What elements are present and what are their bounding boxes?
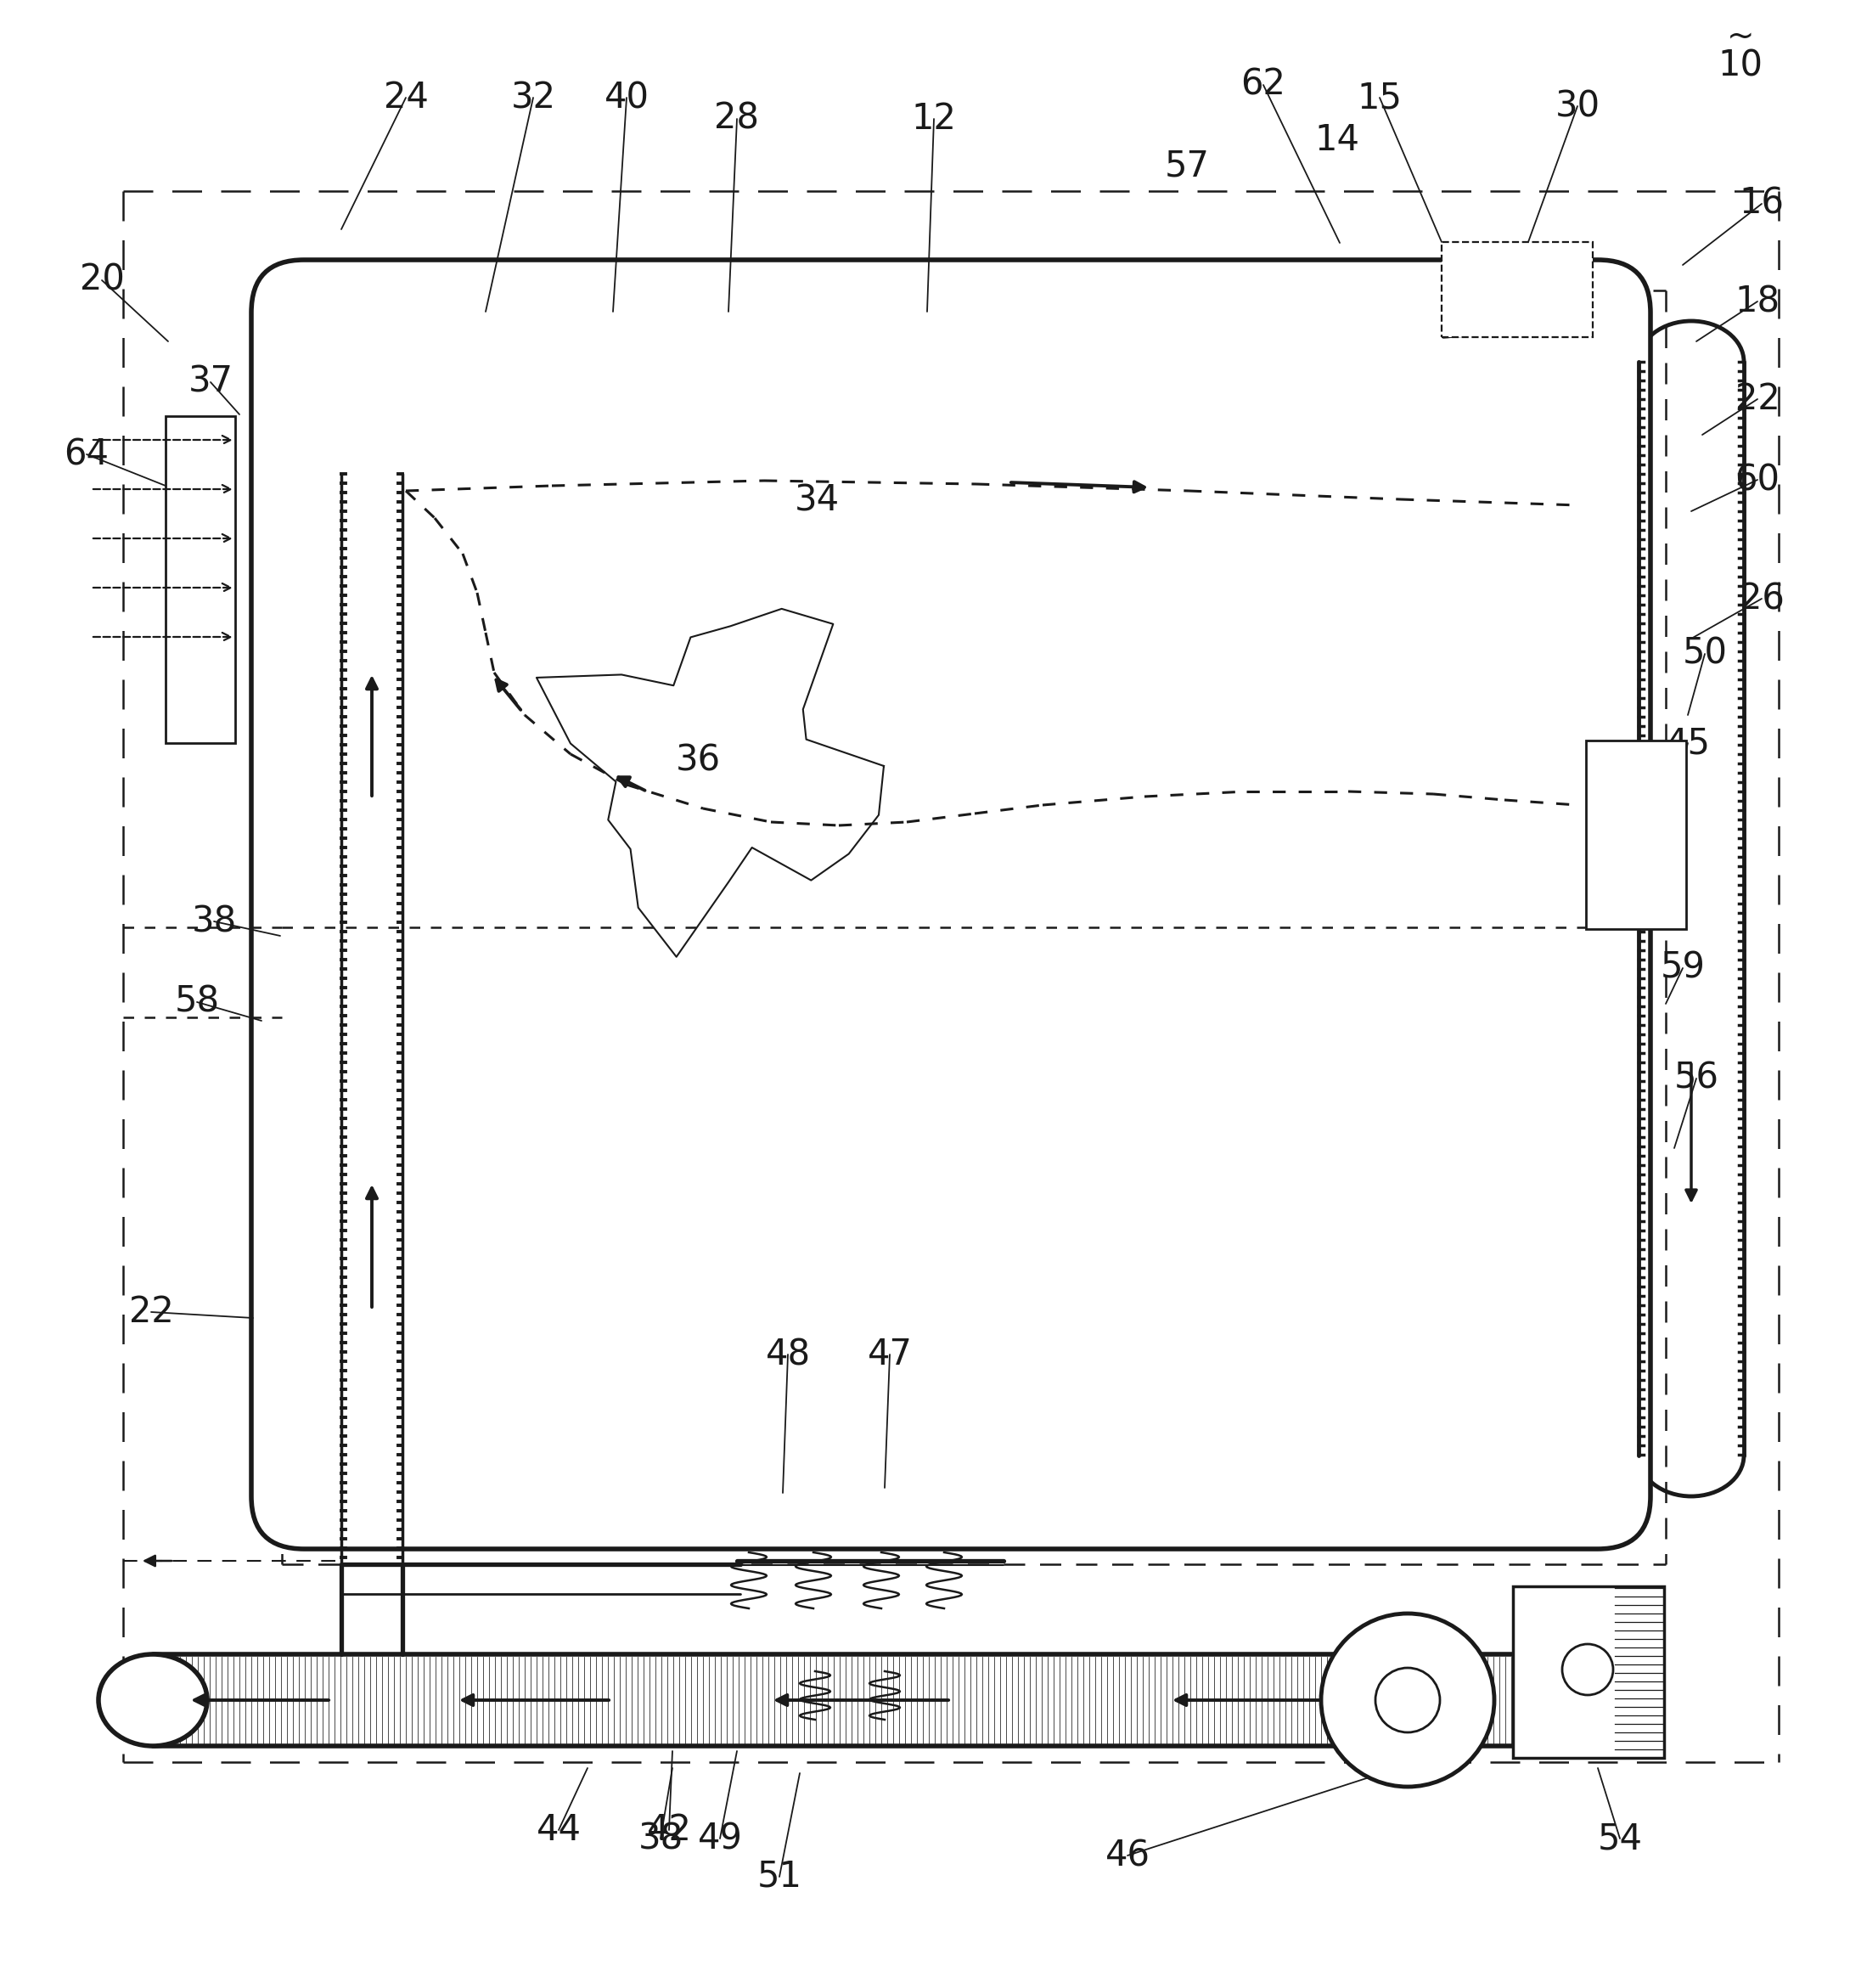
Circle shape [1321, 1614, 1495, 1787]
Bar [165, 415, 235, 744]
Text: 10: 10 [1719, 48, 1763, 83]
Text: 26: 26 [1739, 580, 1783, 616]
Text: 37: 37 [189, 364, 233, 400]
Bar [1441, 243, 1593, 338]
Text: 34: 34 [794, 483, 840, 519]
Text: 45: 45 [1665, 726, 1711, 761]
Text: 30: 30 [1554, 87, 1600, 123]
Text: 20: 20 [80, 262, 124, 298]
Text: ~: ~ [1726, 20, 1754, 52]
Text: 28: 28 [714, 101, 760, 137]
Text: 38: 38 [638, 1821, 683, 1857]
Text: 42: 42 [648, 1813, 692, 1849]
Bar [1513, 1586, 1663, 1757]
Text: 32: 32 [511, 80, 555, 115]
Ellipse shape [98, 1654, 207, 1745]
Text: 44: 44 [536, 1813, 581, 1849]
Bar [1585, 740, 1685, 928]
Text: 12: 12 [912, 101, 956, 137]
Text: 22: 22 [130, 1294, 174, 1330]
Text: 18: 18 [1735, 284, 1780, 320]
Circle shape [1561, 1644, 1613, 1696]
FancyBboxPatch shape [252, 260, 1650, 1549]
Text: 48: 48 [766, 1336, 810, 1372]
Text: 46: 46 [1104, 1837, 1151, 1873]
Circle shape [1375, 1668, 1439, 1732]
Text: 59: 59 [1659, 950, 1706, 986]
Text: 47: 47 [868, 1336, 912, 1372]
Text: 22: 22 [1735, 382, 1780, 417]
Text: 64: 64 [65, 437, 109, 473]
Text: 49: 49 [697, 1821, 742, 1857]
Text: 62: 62 [1241, 68, 1286, 103]
Text: 54: 54 [1597, 1821, 1643, 1857]
Text: 14: 14 [1315, 123, 1360, 157]
Text: 16: 16 [1739, 187, 1783, 221]
Text: 40: 40 [605, 80, 649, 115]
Text: 60: 60 [1735, 461, 1780, 497]
Text: 36: 36 [675, 742, 720, 777]
Text: 57: 57 [1164, 147, 1210, 183]
Text: 58: 58 [174, 984, 220, 1020]
Text: 56: 56 [1674, 1062, 1719, 1095]
Text: 15: 15 [1358, 80, 1402, 115]
Text: 24: 24 [383, 80, 427, 115]
Text: 38: 38 [191, 905, 237, 938]
Text: 50: 50 [1682, 636, 1728, 672]
Text: 51: 51 [757, 1859, 801, 1895]
